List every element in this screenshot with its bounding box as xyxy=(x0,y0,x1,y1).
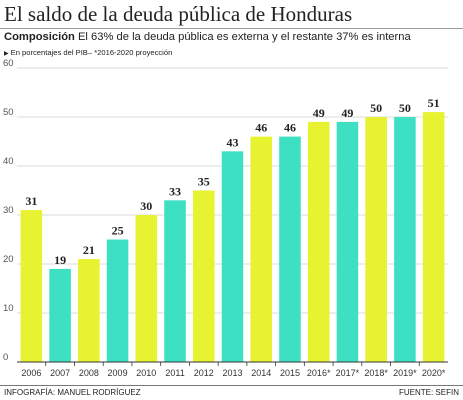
title-divider xyxy=(0,28,463,29)
bar xyxy=(365,117,387,362)
data-label: 49 xyxy=(313,106,325,120)
data-label: 35 xyxy=(198,175,210,189)
note-text: En porcentajes del PIB– *2016-2020 proye… xyxy=(10,48,173,57)
data-label: 46 xyxy=(284,121,296,135)
bar xyxy=(192,190,215,362)
bar xyxy=(250,136,273,362)
x-tick-label: 2013 xyxy=(222,368,242,378)
x-tick-label: 2018* xyxy=(364,368,388,378)
x-tick-label: 2014 xyxy=(251,368,271,378)
x-tick-label: 2012 xyxy=(194,368,214,378)
bar xyxy=(279,136,301,362)
data-label: 51 xyxy=(428,96,440,110)
x-tick-label: 2006 xyxy=(21,368,41,378)
data-label: 30 xyxy=(140,199,152,213)
bar-chart: 31 19 21 25 30 33 35 43 46 46 49 49 50 50 51 0 10 20 30 40… xyxy=(3,58,448,378)
y-tick-label: 20 xyxy=(3,254,14,265)
bar-layer xyxy=(20,112,445,363)
data-label: 21 xyxy=(83,243,95,257)
chart-title: El saldo de la deuda pública de Honduras xyxy=(4,2,353,26)
data-label: 50 xyxy=(370,101,382,115)
x-tick-label: 2020* xyxy=(422,368,446,378)
bar xyxy=(336,121,359,363)
data-label: 25 xyxy=(112,224,124,238)
subtitle-bold: Composición xyxy=(4,31,75,43)
bar xyxy=(106,239,129,362)
label-layer: 31 19 21 25 30 33 35 43 46 46 49 49 50 50 51 xyxy=(25,96,439,267)
chart-subtitle: Composición El 63% de la deuda pública e… xyxy=(4,31,411,43)
bar xyxy=(20,210,43,362)
data-label: 49 xyxy=(341,106,353,120)
data-label: 50 xyxy=(399,101,411,115)
triangle-icon: ▶ xyxy=(4,51,9,57)
bar xyxy=(307,121,330,363)
bar xyxy=(394,117,416,362)
credit-text: INFOGRAFÍA: MANUEL RODRÍGUEZ xyxy=(4,388,141,397)
y-tick-label: 50 xyxy=(3,107,14,118)
x-tick-label: 2008 xyxy=(79,368,99,378)
x-tick-label: 2016* xyxy=(307,368,331,378)
data-label: 19 xyxy=(54,253,66,267)
y-tick-label: 40 xyxy=(3,156,14,167)
x-tick-label: 2010 xyxy=(136,368,156,378)
axis-layer: 0 10 20 30 40 50 60 2006 2007 2008 2009 2010 2011 201… xyxy=(3,58,448,378)
chart-note: ▶ En porcentajes del PIB– *2016-2020 proy… xyxy=(4,48,172,57)
bar xyxy=(164,200,186,362)
y-tick-label: 10 xyxy=(3,303,14,314)
x-tick-label: 2015 xyxy=(280,368,300,378)
footer-divider xyxy=(0,385,463,386)
y-tick-label: 30 xyxy=(3,205,14,216)
bar xyxy=(135,215,158,362)
y-tick-label: 60 xyxy=(3,58,14,69)
source-text: FUENTE: SEFIN xyxy=(398,388,459,397)
data-label: 43 xyxy=(227,135,239,149)
subtitle-text: El 63% de la deuda pública es externa y … xyxy=(74,31,411,43)
data-label: 33 xyxy=(169,184,181,198)
x-tick-label: 2011 xyxy=(165,368,184,378)
x-tick-label: 2019* xyxy=(393,368,417,378)
bar xyxy=(78,259,100,362)
x-tick-label: 2007 xyxy=(50,368,70,378)
y-tick-label: 0 xyxy=(3,352,8,363)
data-label: 46 xyxy=(255,121,267,135)
bar xyxy=(422,112,445,362)
bar xyxy=(49,268,71,362)
x-tick-label: 2017* xyxy=(336,368,360,378)
bar xyxy=(221,151,244,362)
x-tick-label: 2009 xyxy=(108,368,128,378)
data-label: 31 xyxy=(25,194,37,208)
